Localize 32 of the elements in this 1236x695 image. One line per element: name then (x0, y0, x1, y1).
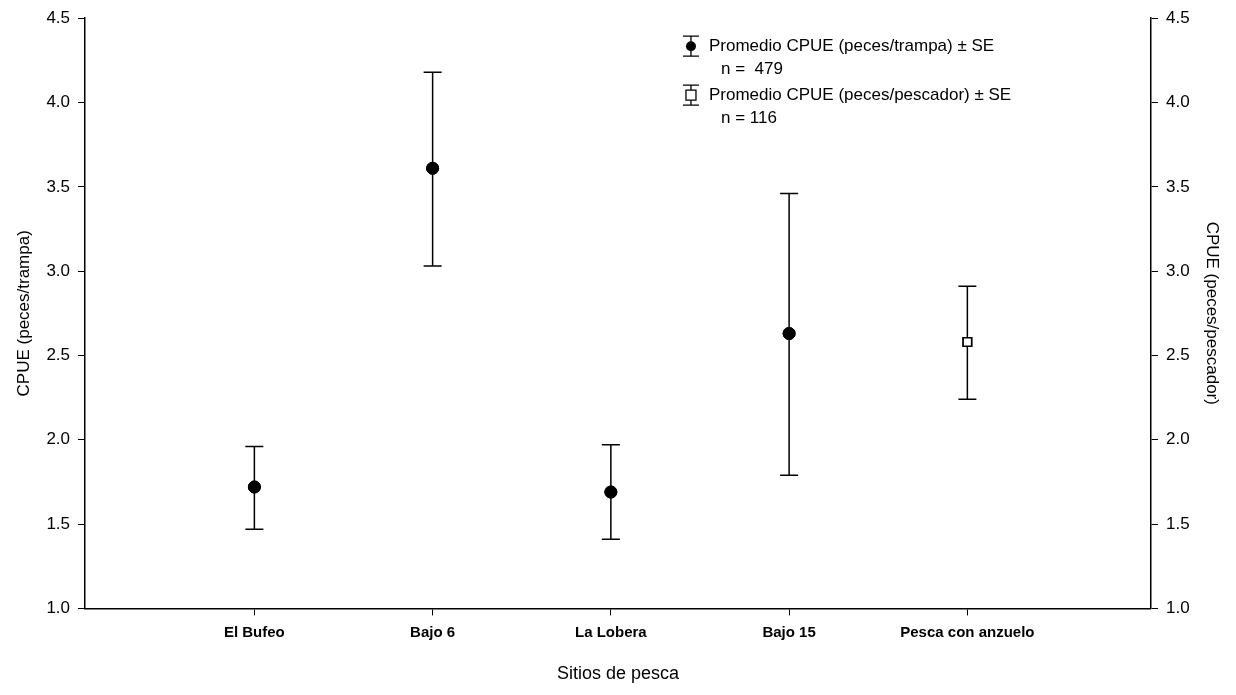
y2-axis-title: CPUE (peces/pescador) (1203, 221, 1223, 405)
y2-tick-label: 2.0 (1165, 429, 1190, 449)
annotation: n = 479 (720, 58, 783, 78)
annotation: n = 116 (720, 107, 777, 127)
x-tick-label: Bajo 15 (762, 622, 816, 640)
y2-tick-label: 3.0 (1165, 260, 1190, 280)
point (782, 327, 796, 341)
y-tick-label: 2.5 (46, 345, 71, 365)
legend-label: Promedio CPUE (peces/trampa) ± SE (708, 35, 995, 55)
y-tick-label: 4.5 (46, 7, 71, 27)
x-tick-label: Bajo 6 (410, 622, 456, 640)
x-tick-label: El Bufeo (223, 622, 285, 640)
y-tick-label: 1.0 (46, 598, 71, 618)
y-tick-label: 1.5 (46, 513, 71, 533)
y-tick-label: 3.5 (46, 176, 71, 196)
y2-tick-label: 3.5 (1165, 176, 1190, 196)
y2-tick-label: 4.5 (1165, 7, 1190, 27)
y2-tick-label: 1.5 (1165, 513, 1190, 533)
y-tick-label: 3.0 (46, 260, 71, 280)
point (247, 480, 261, 494)
legend-label: Promedio CPUE (peces/pescador) ± SE (708, 84, 1012, 104)
point (426, 161, 440, 175)
x-tick-label: La Lobera (575, 622, 648, 640)
y-axis-title: CPUE (peces/trampa) (13, 230, 33, 397)
y2-tick-label: 2.5 (1165, 345, 1190, 365)
y-tick-label: 2.0 (46, 429, 71, 449)
point (604, 485, 618, 499)
y2-tick-label: 4.0 (1165, 92, 1190, 112)
y-tick-label: 4.0 (46, 92, 71, 112)
y2-tick-label: 1.0 (1165, 598, 1190, 618)
x-tick-label: Pesca con anzuelo (900, 622, 1035, 640)
x-axis-title: Sitios de pesca (556, 663, 681, 684)
